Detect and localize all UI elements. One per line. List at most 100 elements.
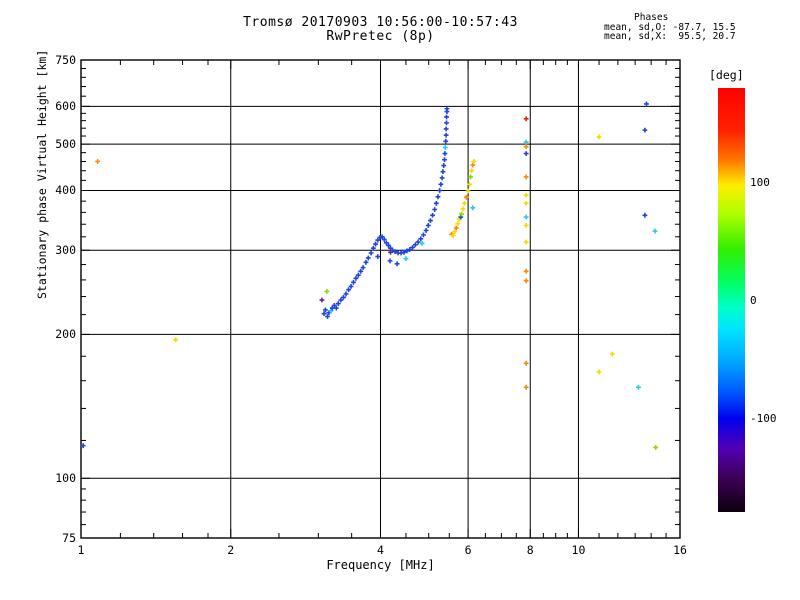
y-tick-label: 300 <box>55 243 76 258</box>
data-point-marker <box>453 225 459 231</box>
data-point-marker <box>368 250 374 256</box>
data-point-marker <box>455 221 461 227</box>
data-point-marker <box>444 114 449 120</box>
colorbar-tick-label: -100 <box>750 411 777 425</box>
data-point-marker <box>596 369 602 375</box>
x-tick-label: 4 <box>377 543 384 557</box>
data-point-marker <box>421 232 426 238</box>
data-point-marker <box>523 239 529 245</box>
data-point-marker <box>407 247 413 252</box>
data-point-marker <box>467 181 472 187</box>
data-point-marker <box>341 295 346 300</box>
data-point-marker <box>360 265 366 270</box>
data-point-marker <box>365 255 371 261</box>
x-tick-label: 2 <box>227 543 235 557</box>
phase-stats-o-mode: mean, sd,O: -87.7, 15.5 <box>604 21 736 33</box>
data-point-marker <box>331 302 337 308</box>
data-point-marker <box>355 272 361 278</box>
y-tick-label: 200 <box>55 327 76 342</box>
data-point-marker <box>443 138 449 144</box>
data-point-marker <box>423 228 429 233</box>
data-point-marker <box>324 289 330 294</box>
data-point-marker <box>462 200 467 206</box>
data-point-marker <box>523 384 529 390</box>
data-point-marker <box>432 207 438 212</box>
data-point-marker <box>387 258 393 264</box>
data-point-marker <box>346 287 351 293</box>
data-point-marker <box>523 214 529 220</box>
y-tick-label: 75 <box>62 531 76 545</box>
data-point-marker <box>470 162 476 168</box>
data-point-marker <box>523 174 529 180</box>
data-point-marker <box>470 205 476 211</box>
data-point-marker <box>335 301 341 306</box>
data-point-marker <box>80 443 86 449</box>
data-point-marker <box>642 212 648 218</box>
data-point-marker <box>425 223 431 228</box>
data-point-marker <box>443 126 449 132</box>
data-point-marker <box>412 242 418 248</box>
data-point-marker <box>523 144 529 150</box>
data-point-marker <box>394 261 400 267</box>
data-point-marker <box>443 132 449 138</box>
data-point-marker <box>523 200 529 206</box>
data-point-marker <box>609 351 615 357</box>
data-point-marker <box>353 275 359 281</box>
data-point-marker <box>523 223 529 228</box>
data-point-marker <box>523 139 529 145</box>
y-tick-label: 400 <box>55 183 76 198</box>
data-point-marker <box>328 308 334 314</box>
data-point-marker <box>433 200 439 206</box>
phase-stats-x-mode: mean, sd,X: 95.5, 20.7 <box>604 31 736 42</box>
data-point-marker <box>442 145 448 150</box>
data-point-marker <box>439 175 445 181</box>
phase-stats-header: Phases <box>634 12 669 23</box>
colorbar-title: [deg] <box>709 68 744 82</box>
data-point-marker <box>404 248 410 254</box>
data-point-marker <box>523 278 529 284</box>
data-point-marker <box>386 243 391 248</box>
data-point-marker <box>363 259 369 265</box>
data-point-marker <box>652 228 658 234</box>
data-point-marker <box>358 268 364 274</box>
data-point-marker <box>442 151 448 156</box>
data-point-marker <box>523 360 529 366</box>
y-tick-label: 100 <box>55 471 76 486</box>
data-point-marker <box>418 236 424 242</box>
data-point-marker <box>450 233 456 238</box>
phase-stats: Phases mean, sd,O: -87.7, 15.5 mean, sd,… <box>604 13 794 42</box>
data-point-marker <box>438 181 444 187</box>
data-point-marker <box>329 305 335 311</box>
data-point-marker <box>370 245 376 251</box>
data-point-marker <box>460 206 466 212</box>
data-point-marker <box>523 268 529 274</box>
data-point-marker <box>173 337 179 343</box>
data-point-marker <box>442 157 447 163</box>
data-point-marker <box>636 384 641 390</box>
data-point-marker <box>642 127 648 133</box>
data-point-marker <box>415 239 421 245</box>
data-point-marker <box>373 241 378 247</box>
title-block: Tromsø 20170903 10:56:00-10:57:43 RwPret… <box>81 16 680 44</box>
data-point-marker <box>653 445 659 450</box>
data-point-marker <box>435 194 441 200</box>
data-point-marker <box>452 229 458 235</box>
data-point-marker <box>410 245 415 250</box>
data-point-marker <box>469 168 475 174</box>
data-point-marker <box>388 249 393 255</box>
data-point-marker <box>428 218 433 224</box>
data-point-marker <box>95 159 101 164</box>
data-point-marker <box>375 254 381 259</box>
colorbar-gradient <box>718 88 745 512</box>
data-point-marker <box>338 297 344 303</box>
page-title: Tromsø 20170903 10:56:00-10:57:43 <box>243 15 518 30</box>
data-point-marker <box>468 174 474 180</box>
data-point-marker <box>392 249 398 255</box>
data-point-marker <box>441 163 447 168</box>
data-point-marker <box>321 311 327 317</box>
colorbar-tick-label: 100 <box>750 176 770 190</box>
data-point-marker <box>471 159 477 164</box>
data-point-marker <box>523 192 529 198</box>
